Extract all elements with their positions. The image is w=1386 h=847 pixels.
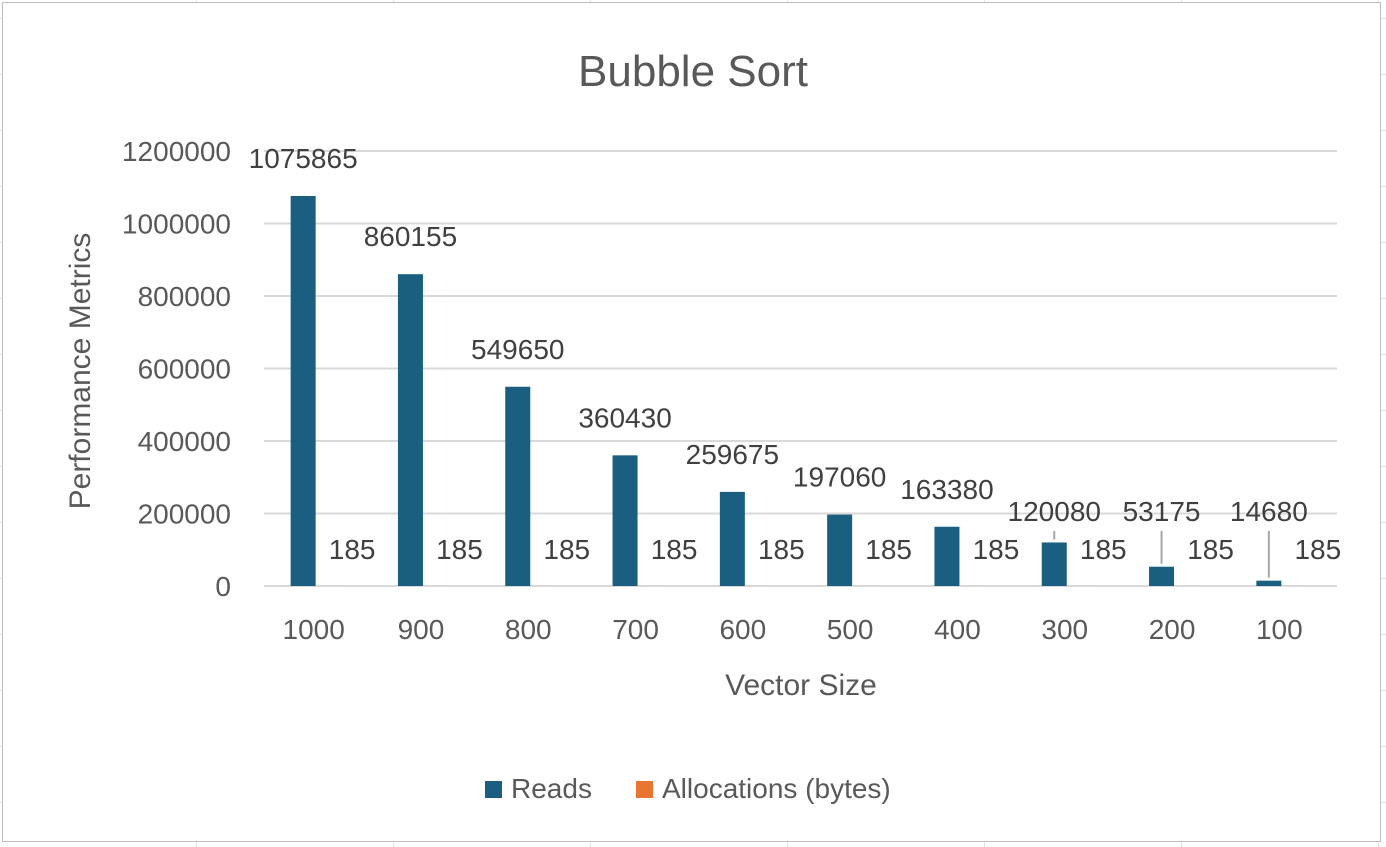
x-tick-label: 400 <box>934 614 981 645</box>
x-tick-label: 800 <box>505 614 552 645</box>
reads-bar[interactable] <box>1149 566 1175 586</box>
allocations-data-label: 185 <box>1187 534 1234 565</box>
y-tick-label: 800000 <box>138 281 231 312</box>
reads-bar[interactable] <box>612 455 638 586</box>
x-tick-label: 900 <box>398 614 445 645</box>
reads-bar[interactable] <box>505 386 531 586</box>
allocations-data-label: 185 <box>543 534 590 565</box>
allocations-data-label: 185 <box>1080 534 1127 565</box>
y-axis-tick-labels: 0 200000 400000 600000 800000 1000000 1200000 <box>122 136 231 602</box>
y-tick-label: 400000 <box>138 426 231 457</box>
reads-data-label: 163380 <box>900 474 993 505</box>
reads-bar[interactable] <box>290 195 316 586</box>
legend-swatch-allocations <box>636 781 653 798</box>
legend-swatch-reads <box>485 781 502 798</box>
y-tick-label: 0 <box>215 571 231 602</box>
x-tick-label: 300 <box>1041 614 1088 645</box>
reads-bar[interactable] <box>1256 580 1282 586</box>
allocations-data-label: 185 <box>758 534 805 565</box>
y-tick-label: 200000 <box>138 499 231 530</box>
y-tick-label: 1000000 <box>122 209 231 240</box>
legend[interactable]: Reads Allocations (bytes) <box>485 773 891 804</box>
y-tick-label: 600000 <box>138 354 231 385</box>
bars <box>290 195 1311 586</box>
reads-data-label: 549650 <box>471 334 564 365</box>
x-tick-label: 200 <box>1149 614 1196 645</box>
data-label-leader-lines <box>1053 531 1270 578</box>
allocations-data-label: 185 <box>436 534 483 565</box>
allocations-data-label: 185 <box>329 534 376 565</box>
bar-chart: Bubble Sort 0 200000 400000 600000 800000 100… <box>64 47 1342 804</box>
reads-data-label: 360430 <box>578 402 671 433</box>
reads-data-label: 259675 <box>686 439 779 470</box>
reads-bar[interactable] <box>827 514 853 586</box>
reads-bar[interactable] <box>397 274 423 586</box>
allocations-data-label: 185 <box>865 534 912 565</box>
y-tick-label: 1200000 <box>122 136 231 167</box>
reads-bar[interactable] <box>719 491 745 586</box>
data-labels: 1075865 185 860155 185 549650 185 360430 185 259… <box>249 143 1342 565</box>
legend-label-allocations: Allocations (bytes) <box>662 773 891 804</box>
reads-data-label: 197060 <box>793 462 886 493</box>
reads-data-label: 1075865 <box>249 143 358 174</box>
x-tick-label: 100 <box>1256 614 1303 645</box>
chart-title: Bubble Sort <box>578 47 808 96</box>
reads-bar[interactable] <box>1041 542 1067 586</box>
reads-data-label: 120080 <box>1008 496 1101 527</box>
y-axis-title: Performance Metrics <box>64 233 97 510</box>
allocations-data-label: 185 <box>651 534 698 565</box>
reads-data-label: 53175 <box>1123 496 1201 527</box>
x-tick-label: 500 <box>827 614 874 645</box>
reads-data-label: 14680 <box>1230 496 1308 527</box>
allocations-data-label: 185 <box>1294 534 1341 565</box>
x-axis-tick-labels: 1000 900 800 700 600 500 400 300 200 100 <box>283 614 1303 645</box>
reads-data-label: 860155 <box>364 221 457 252</box>
x-tick-label: 600 <box>719 614 766 645</box>
x-tick-label: 1000 <box>283 614 345 645</box>
legend-label-reads: Reads <box>511 773 592 804</box>
reads-bar[interactable] <box>934 526 960 586</box>
x-tick-label: 700 <box>612 614 659 645</box>
allocations-data-label: 185 <box>973 534 1020 565</box>
x-axis-title: Vector Size <box>725 669 877 702</box>
